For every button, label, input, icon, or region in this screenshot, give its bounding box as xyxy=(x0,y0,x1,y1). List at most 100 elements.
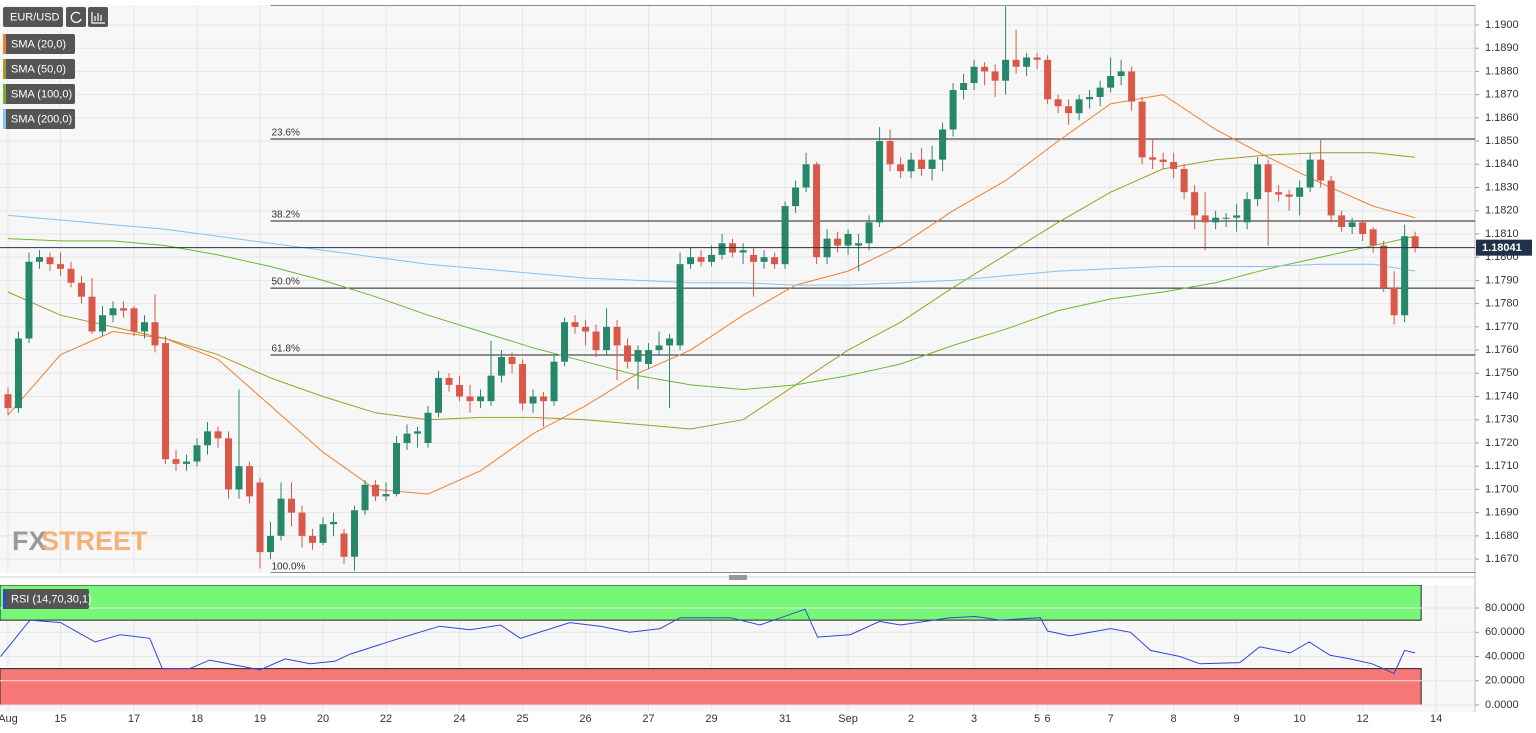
y-tick-label: 1.1720 xyxy=(1485,437,1519,449)
candle-body xyxy=(1222,217,1230,219)
candle-body xyxy=(708,254,716,262)
candle-body xyxy=(382,494,390,497)
sma-line xyxy=(7,152,1416,430)
candle-body xyxy=(1002,59,1010,81)
candle-body xyxy=(1233,215,1241,218)
fib-label: 23.6% xyxy=(272,128,300,139)
y-tick-label: 1.1790 xyxy=(1485,274,1519,286)
candle-body xyxy=(1191,192,1199,216)
candle-body xyxy=(781,206,789,265)
candle-body xyxy=(435,377,443,413)
y-tick-label: 1.1690 xyxy=(1485,507,1519,519)
candle-body xyxy=(508,357,516,365)
legend-box[interactable] xyxy=(3,34,75,54)
candle-body xyxy=(960,83,968,90)
x-tick-label: 31 xyxy=(779,713,791,725)
candle-body xyxy=(330,521,338,525)
x-tick-label: 18 xyxy=(191,713,203,725)
legend-box[interactable] xyxy=(3,84,75,104)
rsi-line xyxy=(0,608,1416,675)
candle-body xyxy=(697,257,705,262)
candle-body xyxy=(456,384,464,397)
legend-label: SMA (100,0) xyxy=(11,88,72,100)
candle-body xyxy=(645,350,653,365)
fib-label: 100.0% xyxy=(272,562,306,573)
candle-body xyxy=(1296,187,1304,197)
rsi-title: RSI (14,70,30,1) xyxy=(11,593,92,605)
x-tick-label: 26 xyxy=(579,713,591,725)
candle-body xyxy=(718,243,726,255)
candle-body xyxy=(1065,106,1073,114)
sma-line xyxy=(7,214,1416,286)
candle-body xyxy=(1348,222,1356,227)
symbol-box[interactable] xyxy=(3,7,63,27)
y-tick-label: 1.1880 xyxy=(1485,65,1519,77)
candle-body xyxy=(1254,164,1262,200)
candle-body xyxy=(550,361,558,402)
y-tick-label: 1.1830 xyxy=(1485,181,1519,193)
candle-body xyxy=(739,250,747,253)
candle-body xyxy=(1380,245,1388,288)
candle-body xyxy=(802,164,810,188)
candle-body xyxy=(77,282,85,297)
candle-body xyxy=(1401,236,1409,316)
overlay-legend: SMA (20,0) SMA (50,0) SMA (100,0) SMA (200,… xyxy=(3,34,75,129)
candle-body xyxy=(750,254,758,262)
candle-body xyxy=(340,533,348,557)
candle-body xyxy=(267,535,275,553)
candle-body xyxy=(109,308,117,316)
refresh-button[interactable] xyxy=(66,7,86,27)
candle-body xyxy=(771,257,779,265)
watermark: STREET xyxy=(41,526,148,556)
x-tick-label: 8 xyxy=(1171,713,1177,725)
candle-body xyxy=(1201,215,1209,223)
candle-body xyxy=(1264,164,1272,193)
candle-body xyxy=(1159,159,1167,162)
x-tick-label: 14 xyxy=(1430,713,1442,725)
fib-label: 50.0% xyxy=(272,277,300,288)
legend-label: SMA (50,0) xyxy=(11,63,66,75)
candle-body xyxy=(939,129,947,160)
candle-body xyxy=(498,357,506,376)
x-tick-label: Sep xyxy=(838,713,858,725)
candle-body xyxy=(1359,222,1367,234)
candle-body xyxy=(1138,101,1146,158)
rsi-legend-box[interactable] xyxy=(3,589,89,609)
candle-body xyxy=(886,141,894,165)
candle-body xyxy=(1306,159,1314,188)
rsi-band xyxy=(0,585,1422,621)
x-tick-label: 9 xyxy=(1234,713,1240,725)
candle-body xyxy=(183,461,191,464)
x-tick-label: 27 xyxy=(642,713,654,725)
x-tick-label: 19 xyxy=(254,713,266,725)
candle-body xyxy=(1180,168,1188,193)
candle-body xyxy=(918,159,926,169)
candle-body xyxy=(760,257,768,262)
candle-body xyxy=(393,442,401,495)
candle-body xyxy=(813,164,821,258)
candle-body xyxy=(876,141,884,223)
legend-box[interactable] xyxy=(3,109,75,129)
x-tick-label: Aug xyxy=(0,713,18,725)
candle-body xyxy=(25,261,33,339)
y-tick-label: 1.1750 xyxy=(1485,367,1519,379)
y-tick-label: 1.1890 xyxy=(1485,42,1519,54)
legend-box[interactable] xyxy=(3,59,75,79)
x-tick-label: 5 xyxy=(1034,713,1040,725)
y-tick-label: 1.1810 xyxy=(1485,228,1519,240)
candle-body xyxy=(351,510,359,557)
x-tick-label: 15 xyxy=(54,713,66,725)
resize-handle[interactable] xyxy=(729,575,747,580)
candle-body xyxy=(172,459,180,464)
y-tick-label: 1.1780 xyxy=(1485,298,1519,310)
candle-body xyxy=(1212,217,1220,223)
rsi-legend-color xyxy=(3,589,6,609)
legend-swatch xyxy=(3,59,6,79)
y-tick-label: 1.1840 xyxy=(1485,158,1519,170)
candle-body xyxy=(676,264,684,346)
candle-body xyxy=(592,331,600,351)
candle-body xyxy=(1086,96,1094,100)
candle-body xyxy=(834,238,842,246)
candle-body xyxy=(1096,87,1104,97)
candle-body xyxy=(46,257,54,265)
